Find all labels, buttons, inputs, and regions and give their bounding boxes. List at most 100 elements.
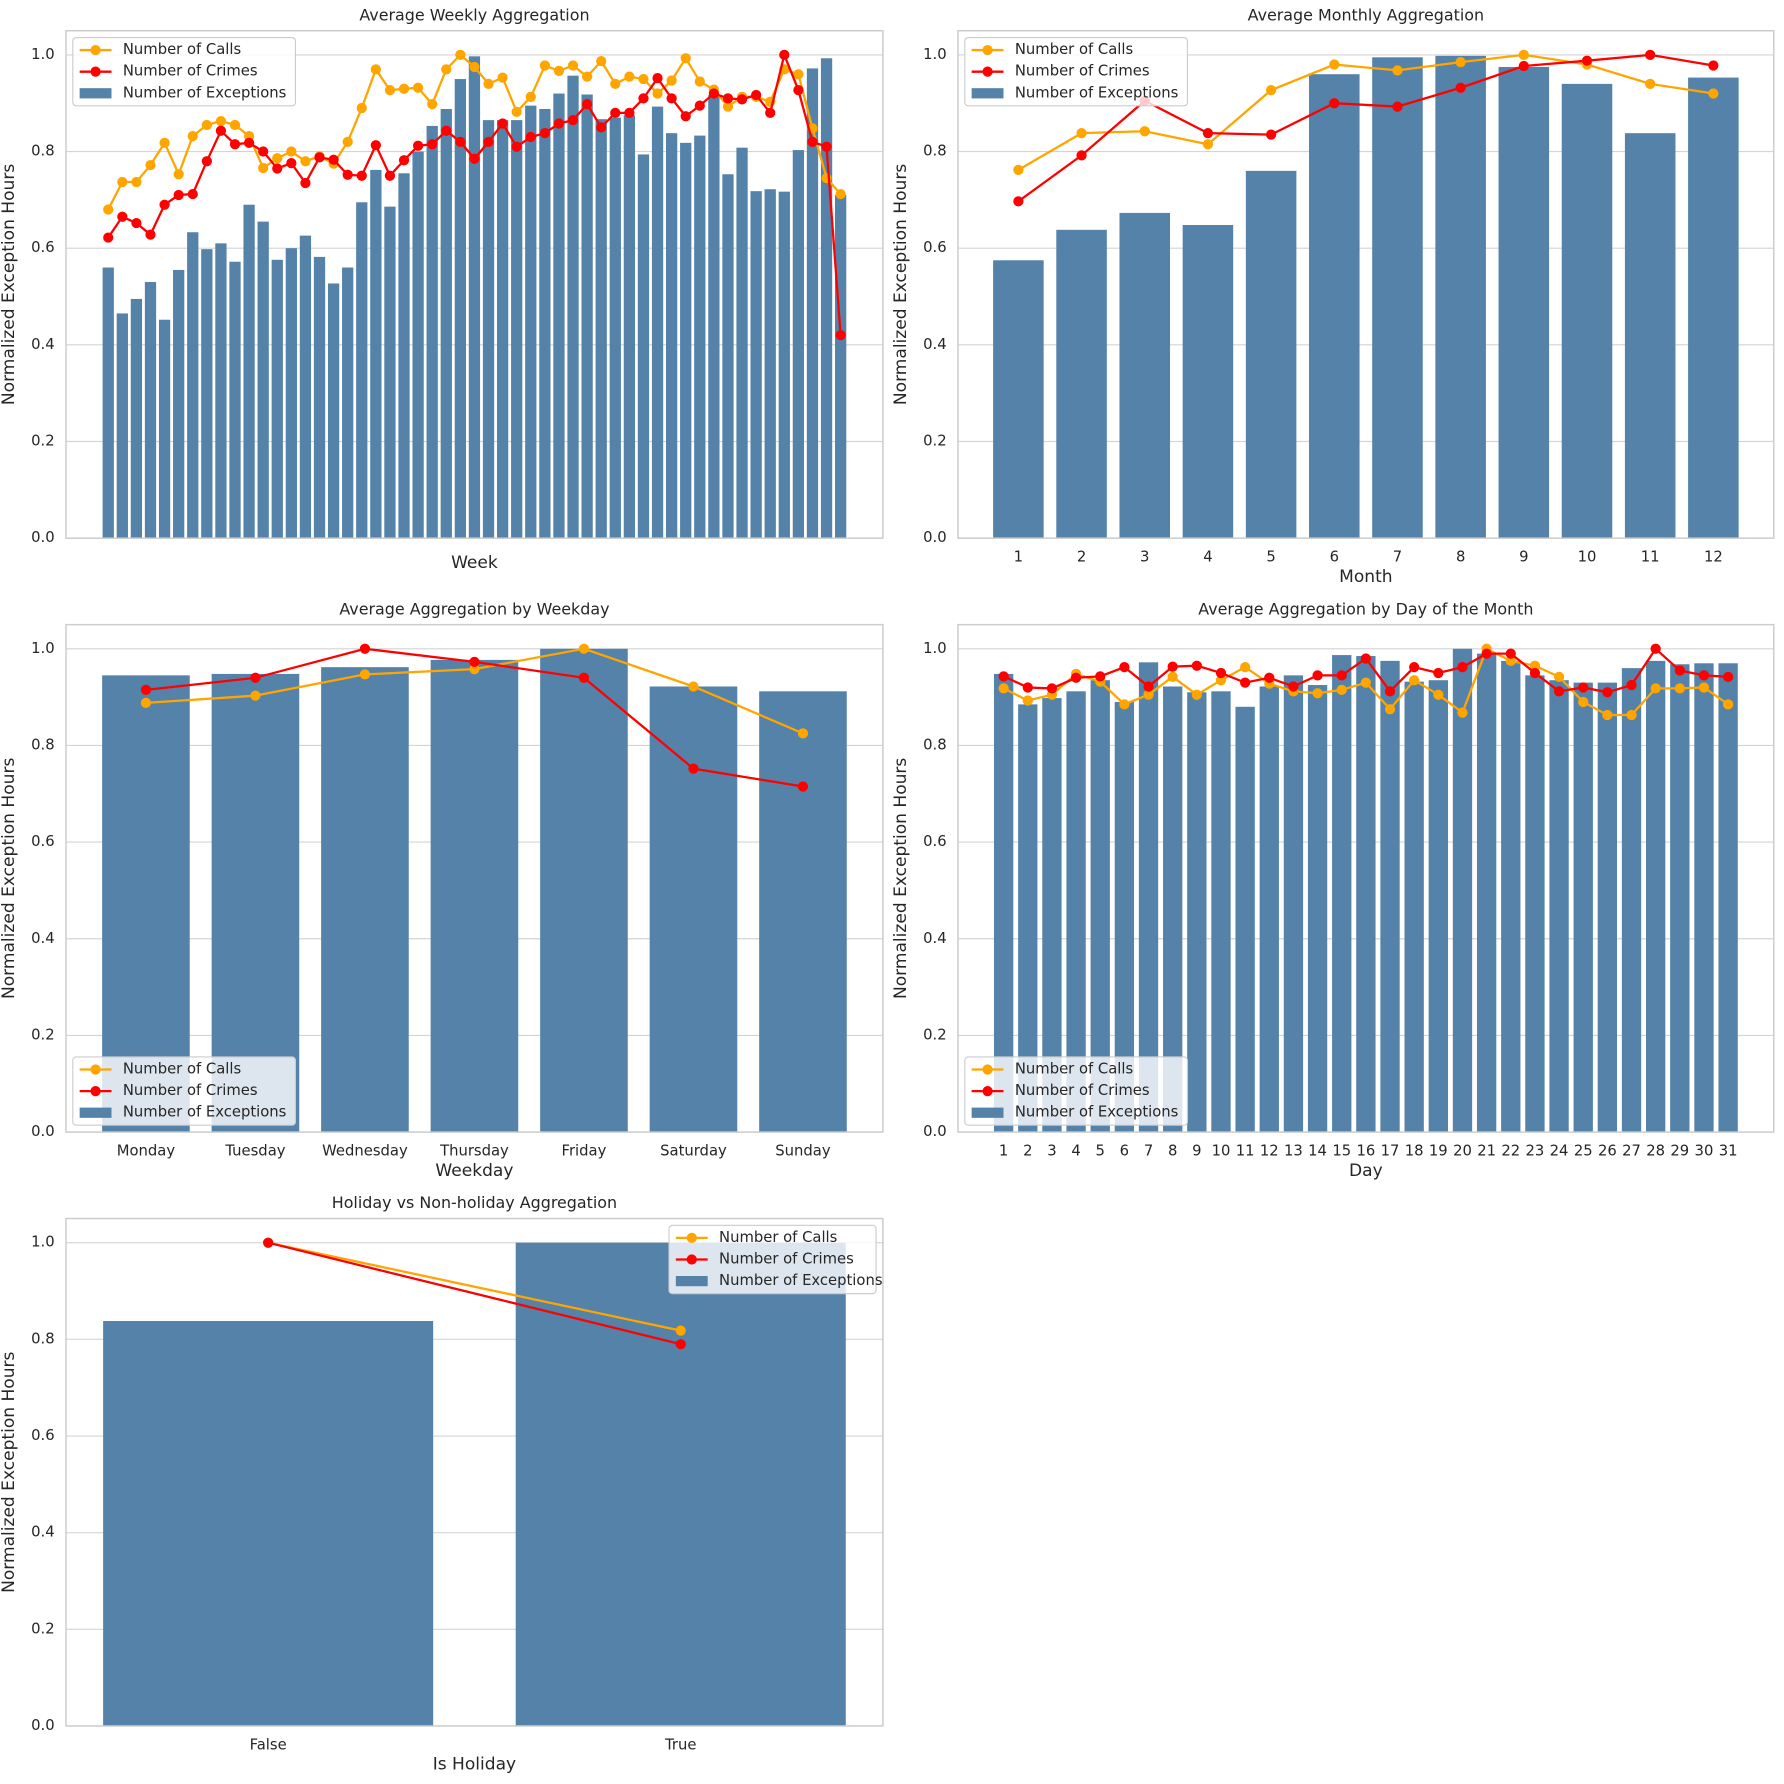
line-marker	[638, 73, 649, 85]
line-marker	[1581, 55, 1593, 66]
line-marker	[427, 139, 438, 150]
bar	[426, 125, 438, 539]
legend-label: Number of Crimes	[123, 63, 258, 80]
bar	[1621, 668, 1642, 1133]
bar	[103, 1320, 434, 1726]
line-marker	[1076, 128, 1087, 139]
line-marker	[793, 69, 804, 80]
legend-marker	[982, 44, 993, 56]
bar	[496, 120, 509, 539]
line-marker	[250, 690, 261, 701]
legend-marker	[982, 1064, 993, 1075]
line	[267, 1241, 681, 1332]
line-marker	[187, 188, 198, 200]
line-marker	[1722, 671, 1734, 682]
bar	[609, 117, 621, 539]
x-tick-label: 1	[1014, 549, 1023, 566]
line-marker	[797, 728, 809, 739]
bar	[1163, 686, 1183, 1133]
axes-frame	[65, 29, 884, 539]
line-marker	[610, 78, 621, 89]
x-tick-label: 5	[1266, 549, 1275, 566]
line-marker	[1360, 653, 1371, 664]
line-marker	[1578, 696, 1589, 708]
bar	[750, 191, 762, 539]
x-axis-label: Weekday	[435, 1161, 513, 1181]
legend: Number of Calls Number of Crimes Number of…	[72, 1056, 297, 1126]
line-marker	[835, 188, 846, 200]
bar	[1187, 692, 1207, 1133]
line-marker	[412, 82, 424, 93]
x-tick-label: 12	[1260, 1142, 1279, 1159]
bar	[1372, 57, 1423, 539]
line-marker	[610, 107, 621, 118]
line-marker	[1202, 128, 1214, 139]
line-marker	[103, 204, 114, 215]
line-marker	[1215, 667, 1227, 679]
legend-swatch	[79, 88, 112, 99]
legend-label: Number of Exceptions	[1015, 1104, 1178, 1121]
y-tick-label: 0.6	[31, 1427, 55, 1444]
line-marker	[427, 99, 438, 110]
bar	[1114, 701, 1135, 1133]
line-marker	[1384, 686, 1396, 697]
line-marker	[1202, 139, 1214, 150]
line-marker	[1674, 683, 1685, 694]
bar	[806, 68, 819, 539]
line-marker	[624, 107, 635, 118]
bar	[299, 235, 312, 539]
legend-label: Number of Crimes	[719, 1250, 854, 1267]
line-marker	[736, 94, 748, 105]
legend-label: Number of Calls	[719, 1229, 837, 1246]
bar	[1309, 74, 1360, 539]
bar	[201, 249, 213, 539]
legend-label: Number of Calls	[123, 1060, 241, 1077]
x-tick-label: Monday	[117, 1142, 176, 1159]
legend-label: Number of Exceptions	[123, 84, 286, 101]
line-marker	[1650, 683, 1661, 694]
line-marker	[1215, 675, 1227, 686]
legend-box	[964, 1056, 1189, 1126]
bar	[651, 106, 664, 539]
chart-title: Average Weekly Aggregation	[359, 5, 589, 24]
x-tick-label: Tuesday	[224, 1142, 285, 1159]
line-marker	[398, 155, 410, 166]
line-marker	[497, 118, 508, 129]
line-marker	[694, 100, 705, 111]
line-marker	[1457, 707, 1468, 718]
x-tick-label: 9	[1519, 549, 1528, 566]
line-marker	[539, 128, 550, 139]
line-marker	[359, 643, 371, 654]
line-marker	[1013, 196, 1024, 207]
y-tick-label: 0.8	[923, 143, 947, 160]
x-tick-label: 23	[1526, 1142, 1545, 1159]
line-marker	[1481, 648, 1492, 659]
bar	[553, 93, 565, 539]
line-marker	[807, 136, 818, 147]
subplot: 0.00.20.40.60.81.01 2 3 4 5 6 7 8 9 10 11 12 13 14 15 1…	[891, 599, 1775, 1181]
line-marker	[680, 111, 691, 122]
line-marker	[1722, 699, 1734, 710]
line-marker	[1022, 682, 1033, 693]
y-tick-label: 0.2	[31, 433, 55, 450]
line-marker	[998, 671, 1009, 682]
line-marker	[596, 56, 607, 67]
line-marker	[567, 60, 579, 71]
line-marker	[680, 53, 691, 64]
line-marker	[455, 49, 466, 61]
line-marker	[821, 141, 832, 152]
bar	[398, 173, 410, 539]
line-marker	[652, 88, 663, 99]
bar	[173, 269, 185, 539]
bar	[285, 248, 297, 539]
line-marker	[1046, 683, 1058, 694]
bar	[430, 659, 519, 1133]
y-tick-label: 0.4	[31, 930, 55, 947]
line-marker	[131, 176, 142, 188]
y-axis-label: Normalized Exception Hours	[0, 1351, 19, 1592]
line-marker	[675, 1339, 686, 1350]
line-marker	[1312, 688, 1323, 699]
line-marker	[1455, 57, 1466, 68]
bar	[116, 313, 128, 539]
bar	[1501, 660, 1521, 1133]
